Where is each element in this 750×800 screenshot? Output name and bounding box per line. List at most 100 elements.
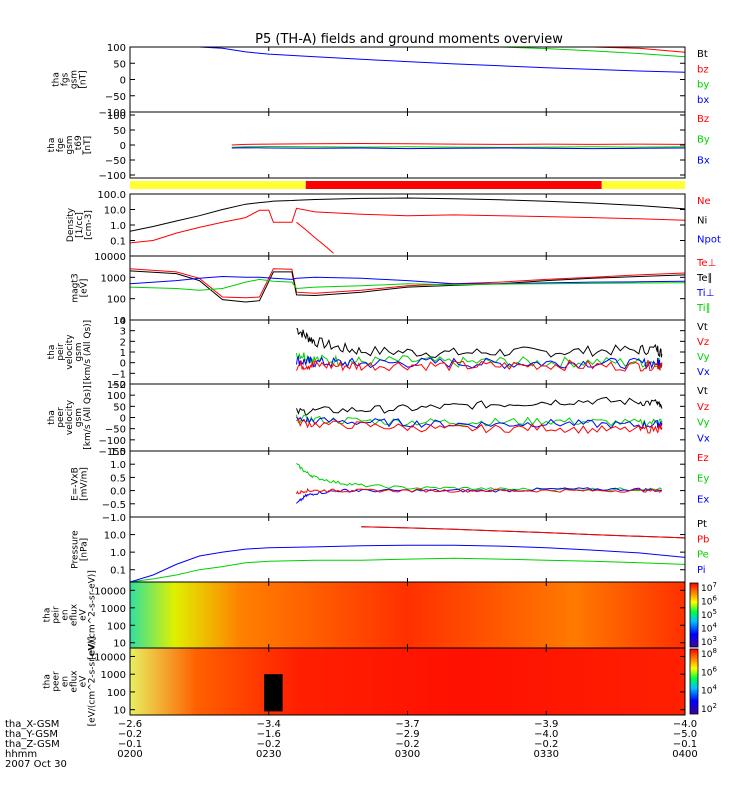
- legend-entry: Pe: [697, 550, 709, 561]
- status-strip-segment: [130, 181, 306, 189]
- x-row-value: 0300: [395, 749, 420, 760]
- y-axis-label: _t69: [74, 135, 84, 156]
- colorbar-tick-label: 106: [701, 595, 717, 608]
- panel-frame: [129, 46, 686, 113]
- y-tick-label: 0: [120, 414, 126, 425]
- y-tick-label: −100: [99, 171, 126, 182]
- y-axis-label: gsm: [65, 135, 75, 154]
- colorbar: [689, 648, 699, 715]
- colorbar-tick-label: 107: [701, 581, 717, 594]
- legend-entry: Ez: [697, 453, 709, 464]
- panel-frame: [129, 383, 686, 452]
- status-strip-segment: [305, 181, 602, 189]
- y-axis-label: eV: [79, 608, 89, 621]
- status-strip-segment: [601, 181, 685, 189]
- y-axis-label: tha: [52, 72, 62, 87]
- colorbar: [689, 582, 699, 648]
- panel-frame: [129, 450, 686, 518]
- y-tick-label: 1000: [101, 604, 126, 615]
- x-row-value: −0.2: [534, 739, 558, 750]
- y-tick-label: 0.1: [110, 237, 126, 248]
- series-line-Vt: [296, 328, 663, 359]
- plot-title: P5 (TH-A) fields and ground moments over…: [255, 32, 563, 47]
- y-tick-label: 100: [107, 391, 126, 402]
- y-axis-label: gsm: [74, 342, 84, 361]
- legend-entry: Vy: [697, 352, 710, 363]
- y-tick-label: −1: [111, 369, 126, 380]
- panel-frame: [129, 516, 686, 583]
- y-axis-label: E=-VxB: [71, 467, 81, 501]
- x-row-value: 0330: [534, 749, 559, 760]
- series-line-Vx: [296, 355, 663, 370]
- series-line-bx: [130, 47, 685, 73]
- y-tick-label: −50: [105, 425, 126, 436]
- y-tick-label: 1: [120, 348, 126, 359]
- y-tick-label: 1000: [101, 273, 126, 284]
- series-line-Ex: [296, 487, 662, 504]
- legend-entry: bx: [697, 95, 709, 106]
- y-tick-label: −100: [99, 108, 126, 119]
- series-line-Vt: [296, 396, 663, 417]
- y-tick-label: −100: [99, 436, 126, 447]
- y-tick-label: 10: [113, 639, 126, 650]
- y-axis-label: eflux: [70, 603, 80, 626]
- series-line-Ni: [130, 197, 685, 232]
- y-axis-label: eflux: [70, 670, 80, 693]
- colorbar-tick-label: 105: [701, 608, 717, 621]
- x-row-value: −0.2: [395, 739, 419, 750]
- legend-entry: Vy: [697, 418, 710, 429]
- y-tick-label: 10000: [94, 586, 126, 597]
- spectrogram-fill: [130, 582, 685, 648]
- y-axis-label: peer: [56, 407, 66, 428]
- x-row-label: tha_X-GSM: [5, 719, 59, 730]
- x-row-value: −2.9: [395, 729, 419, 740]
- y-axis-label: fge: [56, 137, 66, 152]
- panel-dens: Ne Ni Npot 100.0 10.0 1.0 0.1 Density [1/cc] [cm-…: [66, 190, 721, 257]
- series-line-Ne: [130, 207, 685, 244]
- legend-entry: by: [697, 80, 709, 91]
- y-tick-label: 10.0: [104, 206, 126, 217]
- legend-entry: Pt: [697, 519, 707, 530]
- y-tick-label: 10000: [94, 652, 126, 663]
- y-axis-label: en: [61, 609, 71, 620]
- y-axis-label: velocity: [65, 399, 75, 435]
- panel-fge: Bz By Bx 100 50 0 −50 −100 tha fge gsm _t69 [nT]: [47, 111, 710, 182]
- y-tick-label: 50: [113, 126, 126, 137]
- colorbar-tick-label: 106: [701, 665, 717, 678]
- colorbar-tick-label: 104: [701, 684, 717, 697]
- y-tick-label: 100: [107, 295, 126, 306]
- y-tick-label: 150: [107, 380, 126, 391]
- y-axis-label: [eV/(cm^2-s-sr-eV)]: [88, 637, 98, 727]
- y-axis-label: Pressure: [71, 530, 81, 569]
- y-tick-label: 100: [107, 688, 126, 699]
- x-row-value: 0200: [117, 749, 142, 760]
- series-line-Te: [130, 268, 685, 299]
- y-tick-label: 100.0: [97, 190, 126, 201]
- legend-entry: Ey: [697, 474, 709, 485]
- x-row-value: −3.9: [534, 719, 558, 730]
- y-tick-label: 1.0: [110, 460, 126, 471]
- series-line-Ey: [296, 462, 663, 492]
- y-tick-label: −1.0: [102, 513, 126, 524]
- y-axis-label: [km/s (All Qs)]: [83, 385, 93, 449]
- x-row-value: −4.0: [673, 719, 697, 730]
- series-line-Te: [130, 270, 685, 303]
- y-tick-label: 0: [120, 359, 126, 370]
- series-group: [296, 396, 663, 434]
- x-row-value: −0.2: [257, 739, 281, 750]
- x-row-value: −0.2: [118, 729, 142, 740]
- y-tick-label: 10: [113, 316, 126, 327]
- x-row-value: −0.1: [118, 739, 142, 750]
- series-line-Ti: [130, 278, 685, 291]
- y-axis-label: [eV]: [80, 279, 90, 298]
- series-line-Vz: [296, 417, 663, 434]
- series-group: [130, 268, 685, 303]
- y-tick-label: 1.0: [110, 221, 126, 232]
- y-tick-label: 2: [120, 337, 126, 348]
- colorbar-tick-label: 104: [701, 622, 717, 635]
- y-tick-label: 100: [107, 43, 126, 54]
- y-axis-label: tha: [47, 138, 57, 153]
